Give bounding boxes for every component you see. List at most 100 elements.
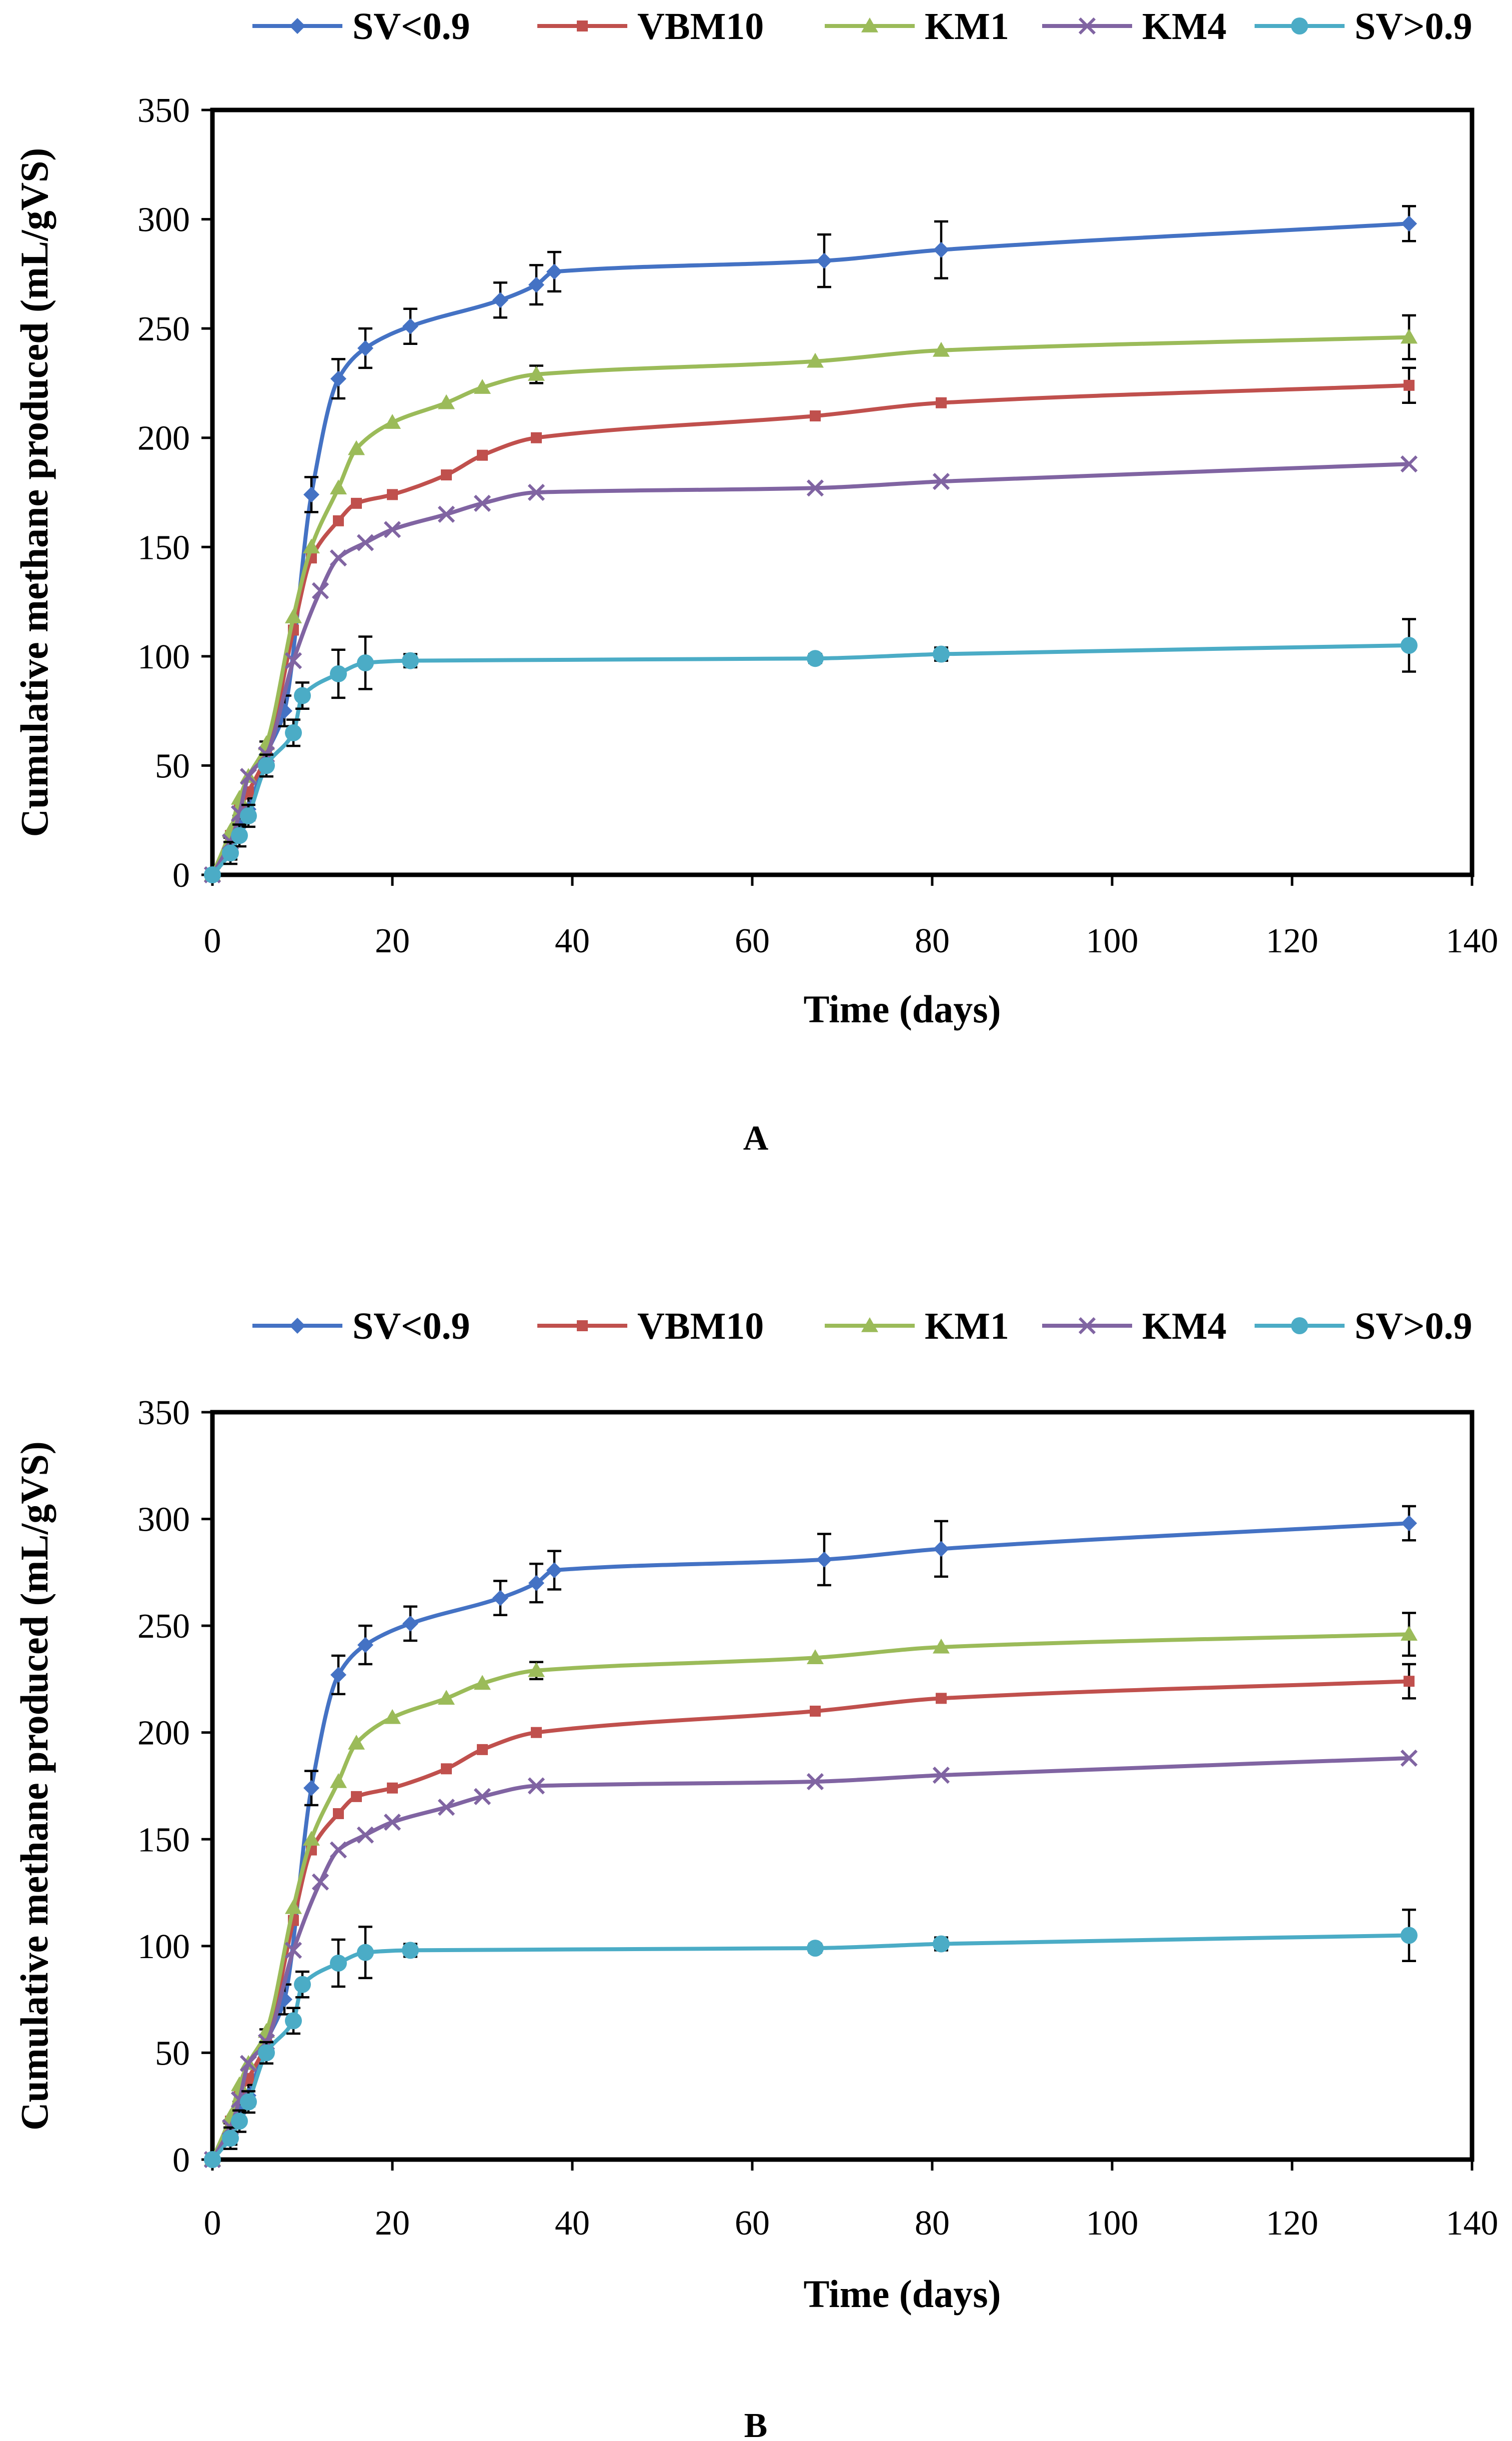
y-tick-label: 300 <box>137 201 190 239</box>
data-point <box>807 352 824 368</box>
data-point <box>933 341 950 357</box>
data-point <box>383 1813 401 1831</box>
data-point <box>329 1841 347 1859</box>
legend-label: KM4 <box>1142 5 1227 47</box>
data-point <box>294 687 311 704</box>
data-point <box>303 1831 320 1846</box>
data-point <box>357 1637 373 1653</box>
data-point <box>330 1773 347 1788</box>
data-point <box>474 1675 491 1690</box>
y-tick-label: 250 <box>137 310 190 348</box>
data-point <box>303 538 320 554</box>
data-point <box>807 1940 824 1957</box>
y-tick-label: 100 <box>137 638 190 676</box>
data-point <box>546 263 562 280</box>
data-point <box>807 1649 824 1664</box>
data-point <box>527 1777 545 1795</box>
data-point <box>492 1590 508 1606</box>
data-point <box>1404 1676 1415 1687</box>
y-tick-label: 350 <box>137 1394 190 1432</box>
y-axis-title: Cumulative methane produced (mL/gVS) <box>12 148 56 837</box>
legend-item-sv-0-9: SV<0.9 <box>252 1305 470 1347</box>
x-tick-label: 20 <box>375 922 410 960</box>
data-point <box>528 276 544 293</box>
data-point <box>384 1709 401 1724</box>
series-sv-0-9 <box>204 1908 1418 2168</box>
data-point <box>527 483 545 501</box>
x-tick-label: 0 <box>204 922 221 960</box>
data-point <box>1401 637 1418 654</box>
data-point <box>528 365 545 381</box>
data-point <box>473 494 491 512</box>
data-point <box>294 1976 311 1993</box>
data-point <box>437 505 455 523</box>
data-point <box>303 1780 319 1796</box>
data-point <box>348 440 365 455</box>
data-point <box>330 370 346 387</box>
data-point <box>239 768 257 785</box>
data-point <box>528 1575 544 1591</box>
data-point <box>816 1551 832 1568</box>
legend-label: KM1 <box>925 1305 1009 1347</box>
data-point <box>933 241 949 258</box>
data-point <box>816 252 832 269</box>
data-point <box>387 489 398 500</box>
data-point <box>477 1744 488 1755</box>
data-point <box>473 1788 491 1805</box>
data-point <box>1400 455 1418 473</box>
y-tick-label: 50 <box>155 747 190 785</box>
x-tick-label: 40 <box>555 2204 590 2243</box>
data-point <box>933 1935 950 1953</box>
legend-marker <box>1078 1317 1096 1335</box>
data-point <box>285 724 302 741</box>
legend-item-sv-0-9: SV>0.9 <box>1255 1305 1472 1347</box>
x-tick-label: 60 <box>735 922 770 960</box>
y-tick-label: 300 <box>137 1501 190 1539</box>
data-point <box>437 1799 455 1816</box>
legend-marker <box>577 20 588 31</box>
data-point <box>402 318 418 334</box>
data-point <box>351 497 362 509</box>
series-sv-0-9 <box>204 618 1418 883</box>
x-tick-label: 100 <box>1086 2204 1139 2243</box>
legend-marker <box>289 18 305 34</box>
data-point <box>330 665 347 682</box>
legend-label: VBM10 <box>637 5 764 47</box>
data-point <box>1401 328 1418 344</box>
data-point <box>933 1638 950 1654</box>
legend-marker <box>1078 17 1096 35</box>
legend-label: KM1 <box>925 5 1009 47</box>
data-point <box>333 1808 344 1820</box>
data-point <box>402 652 419 669</box>
data-point <box>231 827 248 844</box>
data-point <box>311 582 329 599</box>
data-point <box>311 1873 329 1891</box>
data-point <box>402 1615 418 1632</box>
data-point <box>383 521 401 538</box>
data-point <box>806 479 824 497</box>
data-point <box>531 1727 542 1738</box>
legend-label: KM4 <box>1142 1305 1227 1347</box>
x-tick-label: 60 <box>735 2204 770 2243</box>
legend-marker <box>1291 1317 1308 1334</box>
data-point <box>356 534 374 551</box>
x-tick-label: 120 <box>1266 2204 1319 2243</box>
y-axis-title: Cumulative methane produced (mL/gVS) <box>12 1441 56 2131</box>
data-point <box>932 1767 950 1784</box>
x-tick-label: 80 <box>915 922 950 960</box>
y-tick-label: 250 <box>137 1607 190 1646</box>
series-line <box>210 383 1410 876</box>
data-point <box>333 515 344 526</box>
data-point <box>932 473 950 490</box>
plot-frame <box>210 107 1475 877</box>
data-point <box>936 1693 947 1704</box>
legend: SV<0.9 VBM10 KM1 KM4 SV>0.9 <box>252 1305 1472 1347</box>
series-line <box>210 1756 1410 2161</box>
data-point <box>1401 1927 1418 1944</box>
data-point <box>284 1942 302 1959</box>
data-point <box>438 394 455 409</box>
data-point <box>330 479 347 495</box>
data-point <box>806 1773 824 1791</box>
legend-item-km4: KM4 <box>1042 1305 1227 1347</box>
data-point <box>240 807 257 824</box>
